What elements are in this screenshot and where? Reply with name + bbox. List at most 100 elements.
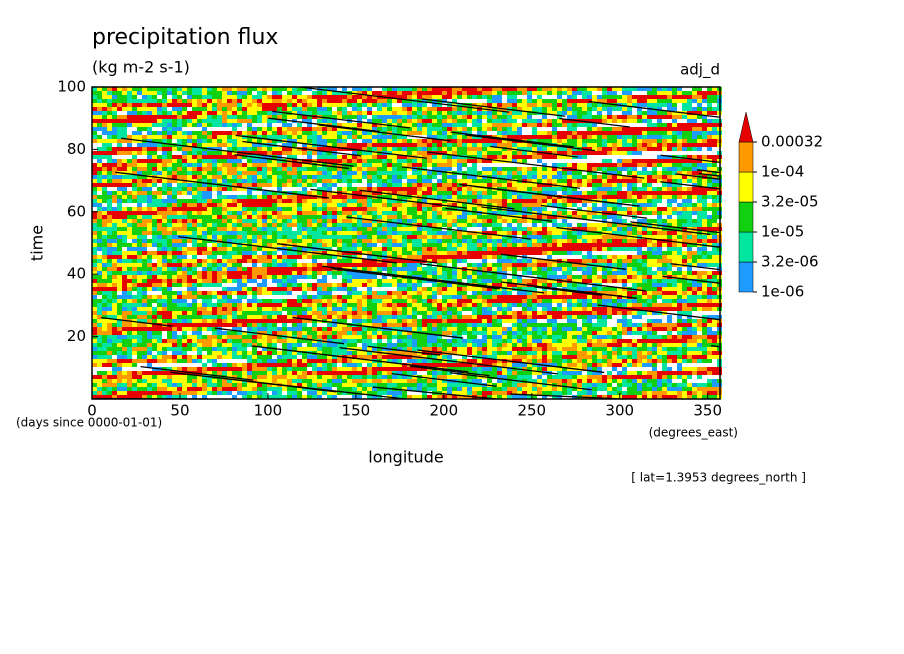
field-cell <box>347 115 352 119</box>
field-cell <box>92 115 97 119</box>
field-cell <box>647 235 652 239</box>
field-cell <box>292 115 297 119</box>
field-cell <box>292 255 297 259</box>
field-cell <box>397 199 402 203</box>
field-cell <box>272 255 277 259</box>
field-cell <box>117 195 122 199</box>
field-cell <box>712 155 717 159</box>
field-cell <box>682 187 687 191</box>
field-cell <box>452 147 457 151</box>
field-cell <box>192 255 197 259</box>
field-cell <box>627 151 632 155</box>
field-cell <box>462 163 467 167</box>
field-cell <box>567 99 572 103</box>
field-cell <box>157 135 162 139</box>
field-cell <box>547 251 552 255</box>
field-cell <box>457 127 462 131</box>
field-cell <box>687 95 692 99</box>
field-cell <box>97 159 102 163</box>
field-cell <box>602 175 607 179</box>
field-cell <box>227 239 232 243</box>
field-cell <box>422 155 427 159</box>
field-cell <box>597 127 602 131</box>
field-cell <box>182 91 187 95</box>
field-cell <box>512 251 517 255</box>
field-cell <box>212 87 217 91</box>
field-cell <box>487 155 492 159</box>
field-cell <box>322 219 327 223</box>
field-cell <box>242 211 247 215</box>
field-cell <box>697 183 702 187</box>
field-cell <box>247 175 252 179</box>
field-cell <box>577 199 582 203</box>
field-cell <box>347 219 352 223</box>
field-cell <box>642 239 647 243</box>
field-cell <box>582 243 587 247</box>
field-cell <box>352 235 357 239</box>
field-cell <box>162 255 167 259</box>
field-cell <box>242 215 247 219</box>
field-cell <box>667 91 672 95</box>
field-cell <box>217 119 222 123</box>
field-cell <box>397 111 402 115</box>
field-cell <box>272 87 277 91</box>
field-cell <box>417 123 422 127</box>
field-cell <box>447 127 452 131</box>
field-cell <box>647 191 652 195</box>
field-cell <box>302 87 307 91</box>
field-cell <box>357 187 362 191</box>
field-cell <box>502 215 507 219</box>
field-cell <box>457 87 462 91</box>
field-cell <box>192 139 197 143</box>
field-cell <box>247 123 252 127</box>
field-cell <box>132 175 137 179</box>
field-cell <box>227 95 232 99</box>
field-cell <box>407 139 412 143</box>
field-cell <box>602 195 607 199</box>
field-cell <box>287 163 292 167</box>
field-cell <box>162 235 167 239</box>
field-cell <box>327 107 332 111</box>
field-cell <box>667 107 672 111</box>
field-cell <box>192 99 197 103</box>
field-cell <box>442 187 447 191</box>
field-cell <box>397 247 402 251</box>
field-cell <box>197 239 202 243</box>
field-cell <box>572 139 577 143</box>
field-cell <box>402 191 407 195</box>
field-cell <box>137 175 142 179</box>
field-cell <box>492 139 497 143</box>
field-cell <box>292 191 297 195</box>
field-cell <box>392 235 397 239</box>
field-cell <box>252 139 257 143</box>
field-cell <box>107 135 112 139</box>
field-cell <box>127 151 132 155</box>
field-cell <box>97 227 102 231</box>
field-cell <box>127 219 132 223</box>
field-cell <box>177 207 182 211</box>
field-cell <box>137 87 142 91</box>
field-cell <box>387 223 392 227</box>
field-cell <box>312 231 317 235</box>
field-cell <box>457 95 462 99</box>
field-cell <box>622 87 627 91</box>
field-cell <box>537 119 542 123</box>
field-cell <box>692 139 697 143</box>
field-cell <box>702 183 707 187</box>
field-cell <box>422 227 427 231</box>
field-cell <box>527 167 532 171</box>
field-cell <box>112 127 117 131</box>
field-cell <box>357 99 362 103</box>
field-cell <box>287 203 292 207</box>
field-cell <box>607 107 612 111</box>
field-cell <box>132 235 137 239</box>
field-cell <box>642 227 647 231</box>
field-cell <box>307 179 312 183</box>
field-cell <box>277 103 282 107</box>
field-cell <box>467 187 472 191</box>
field-cell <box>522 183 527 187</box>
field-cell <box>217 211 222 215</box>
field-cell <box>292 235 297 239</box>
field-cell <box>337 187 342 191</box>
field-cell <box>142 215 147 219</box>
